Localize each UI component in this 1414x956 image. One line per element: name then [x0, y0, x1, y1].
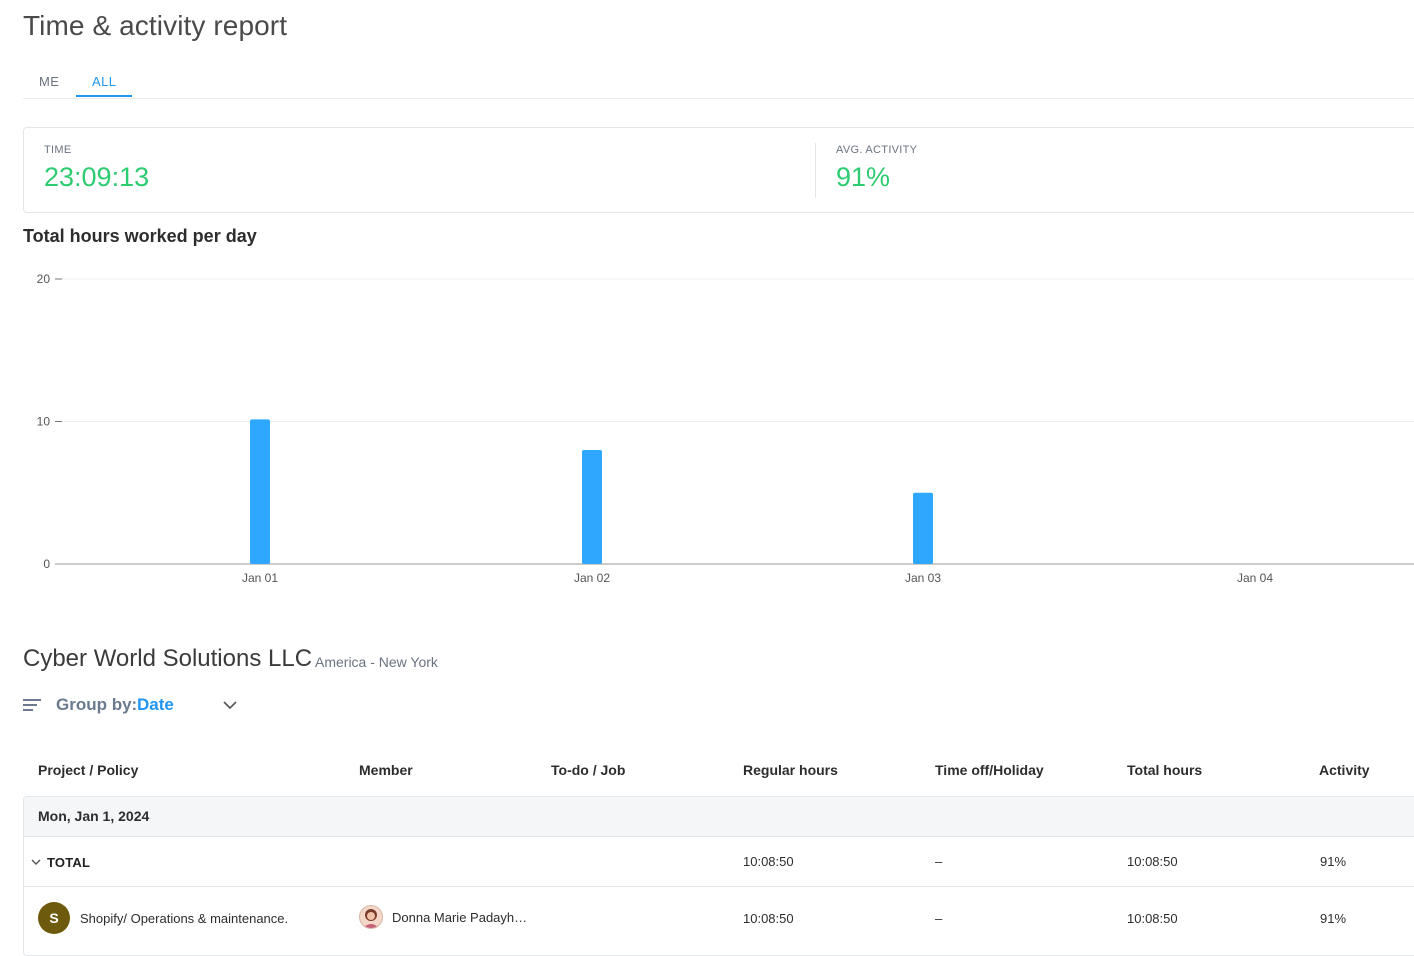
header-activity[interactable]: Activity	[1319, 762, 1370, 778]
header-time-off[interactable]: Time off/Holiday	[935, 762, 1044, 778]
group-by-dropdown[interactable]: Group by: Date	[23, 694, 253, 718]
chart-title: Total hours worked per day	[23, 226, 257, 246]
view-tabs: ME ALL	[23, 68, 1414, 99]
x-tick-label: Jan 01	[242, 571, 278, 585]
total-time-off: –	[935, 854, 943, 869]
row-total-hours: 10:08:50	[1127, 911, 1178, 926]
y-tick-label: 20	[37, 272, 51, 286]
table-row: S Shopify/ Operations & maintenance. Don…	[24, 887, 1414, 947]
y-tick-label: 0	[43, 557, 50, 571]
time-label: TIME	[44, 144, 72, 156]
timezone-label: America - New York	[315, 654, 438, 670]
activity-value: 91%	[836, 162, 891, 192]
project-name[interactable]: Shopify/ Operations & maintenance.	[80, 911, 289, 926]
activity-label: AVG. ACTIVITY	[836, 144, 918, 156]
summary-card: TIME 23:09:13 AVG. ACTIVITY 91%	[23, 127, 1414, 213]
header-total-hours[interactable]: Total hours	[1127, 762, 1203, 778]
bar-jan-03	[913, 492, 933, 564]
header-todo[interactable]: To-do / Job	[551, 762, 626, 778]
tab-all[interactable]: ALL	[92, 74, 117, 89]
chevron-down-icon[interactable]	[31, 859, 41, 866]
header-member[interactable]: Member	[359, 762, 413, 778]
member-name[interactable]: Donna Marie Padayh…	[392, 910, 528, 925]
total-label: TOTAL	[47, 855, 91, 870]
avatar-icon	[363, 909, 379, 928]
bar-jan-02	[582, 450, 602, 564]
x-tick-label: Jan 04	[1237, 571, 1273, 585]
total-total-hours: 10:08:50	[1127, 854, 1178, 869]
date-group-label: Mon, Jan 1, 2024	[38, 808, 150, 824]
total-regular-hours: 10:08:50	[743, 854, 794, 869]
y-tick-label: 10	[37, 415, 51, 429]
active-tab-indicator	[76, 95, 132, 97]
total-row[interactable]: TOTAL 10:08:50 – 10:08:50 91%	[24, 837, 1414, 887]
row-activity: 91%	[1320, 911, 1347, 926]
header-project[interactable]: Project / Policy	[38, 762, 139, 778]
company-name: Cyber World Solutions LLC	[23, 645, 313, 672]
date-group-row: Mon, Jan 1, 2024	[24, 797, 1414, 837]
chevron-down-icon	[223, 701, 237, 710]
member-avatar	[359, 905, 383, 929]
group-by-label: Group by:	[56, 695, 138, 714]
row-regular-hours: 10:08:50	[743, 911, 794, 926]
total-activity: 91%	[1320, 854, 1347, 869]
page-title: Time & activity report	[23, 10, 288, 41]
tab-me[interactable]: ME	[39, 74, 60, 89]
x-tick-label: Jan 03	[905, 571, 941, 585]
stat-divider	[815, 143, 816, 198]
report-table: Mon, Jan 1, 2024 TOTAL 10:08:50 – 10:08:…	[23, 796, 1414, 956]
project-avatar: S	[38, 902, 70, 934]
hours-bar-chart: 0 10 20 Jan 01 Jan 02 Jan 03 Jan 04	[37, 272, 1414, 585]
x-tick-label: Jan 02	[574, 571, 610, 585]
header-regular-hours[interactable]: Regular hours	[743, 762, 838, 778]
group-by-value: Date	[137, 695, 174, 714]
time-value: 23:09:13	[44, 162, 150, 192]
bar-jan-01	[250, 419, 270, 564]
lines-icon	[23, 699, 41, 711]
row-time-off: –	[935, 911, 943, 926]
